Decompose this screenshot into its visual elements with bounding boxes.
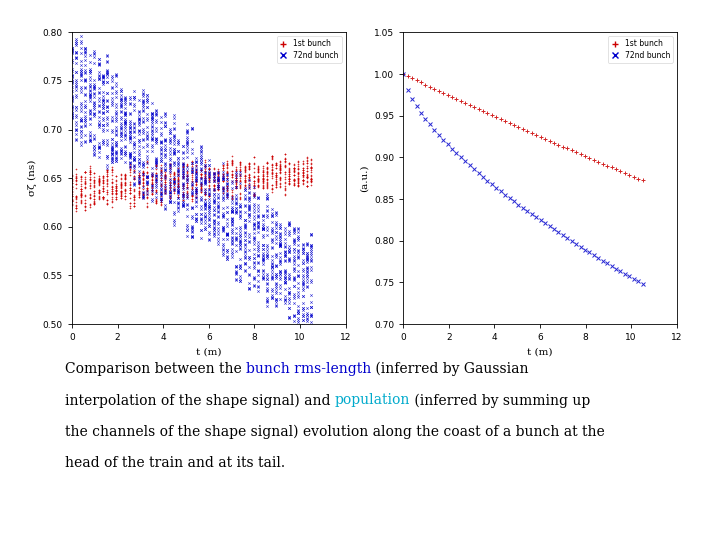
Text: bunch rms-length: bunch rms-length <box>246 362 372 376</box>
Text: Comparison between the: Comparison between the <box>65 362 246 376</box>
X-axis label: t (m): t (m) <box>196 348 222 356</box>
Text: the channels of the shape signal) evolution along the coast of a bunch at the: the channels of the shape signal) evolut… <box>65 424 605 439</box>
Text: (inferred by Gaussian: (inferred by Gaussian <box>372 362 528 376</box>
Legend: 1st bunch, 72nd bunch: 1st bunch, 72nd bunch <box>608 36 673 63</box>
Text: interpolation of the shape signal) and: interpolation of the shape signal) and <box>65 393 335 408</box>
Y-axis label: σζ (ns): σζ (ns) <box>28 160 37 197</box>
Text: (inferred by summing up: (inferred by summing up <box>410 393 590 408</box>
X-axis label: t (m): t (m) <box>527 348 553 356</box>
Y-axis label: (a.u.): (a.u.) <box>359 165 369 192</box>
Text: population: population <box>335 393 410 407</box>
Text: head of the train and at its tail.: head of the train and at its tail. <box>65 456 285 470</box>
Legend: 1st bunch, 72nd bunch: 1st bunch, 72nd bunch <box>276 36 342 63</box>
